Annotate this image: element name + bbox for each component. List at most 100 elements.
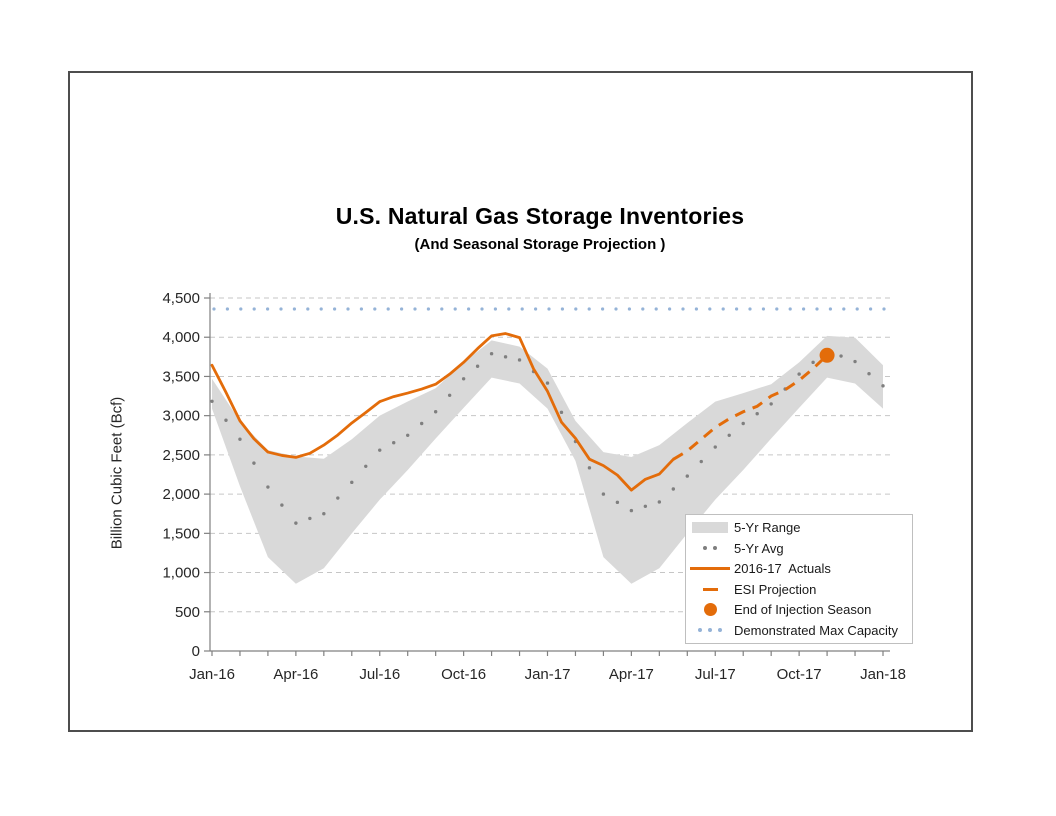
five-yr-avg-dot	[797, 372, 801, 376]
max-capacity-dot	[440, 307, 444, 311]
max-capacity-dot	[654, 307, 658, 311]
max-capacity-dot	[373, 307, 377, 311]
legend-item: ESI Projection	[686, 580, 912, 599]
y-tick-label: 4,500	[162, 290, 200, 307]
max-capacity-dot	[775, 307, 779, 311]
five-yr-avg-dot	[475, 364, 480, 368]
max-capacity-dot	[587, 307, 591, 311]
legend-item: 2016-17 Actuals	[686, 559, 912, 578]
x-tick-label: Jan-18	[860, 666, 906, 683]
five-yr-avg-dot	[322, 512, 326, 516]
legend-item: Demonstrated Max Capacity	[686, 621, 912, 640]
five-yr-avg-dot	[517, 358, 522, 362]
five-yr-avg-dot	[294, 521, 298, 525]
max-capacity-dot	[788, 307, 792, 311]
max-capacity-dot	[520, 307, 524, 311]
legend-item: End of Injection Season	[686, 600, 912, 619]
max-capacity-dot	[761, 307, 766, 311]
max-capacity-dot	[507, 307, 511, 311]
five-yr-avg-dot	[392, 441, 396, 445]
end-of-injection-season-marker	[819, 347, 835, 363]
legend: 5-Yr Range 5-Yr Avg 2016-17 Actuals ESI Pro…	[685, 514, 913, 644]
legend-swatch-dots-icon	[686, 546, 734, 551]
x-tick-label: Jan-17	[525, 666, 571, 683]
five-yr-avg-dot	[364, 464, 368, 468]
legend-label: 5-Yr Avg	[734, 540, 784, 556]
x-tick-label: Jul-17	[695, 666, 736, 683]
max-capacity-dot	[694, 307, 699, 311]
five-yr-avg-dot	[238, 437, 242, 441]
five-yr-avg-dot	[601, 492, 606, 496]
five-yr-avg-dot	[811, 360, 815, 365]
y-tick-label: 3,000	[162, 408, 200, 425]
five-yr-range-band	[212, 335, 883, 584]
five-yr-avg-dot	[587, 466, 592, 470]
max-capacity-dot	[828, 307, 833, 311]
max-capacity-dot	[882, 307, 886, 311]
five-yr-avg-dot	[727, 433, 731, 437]
max-capacity-dot	[815, 307, 819, 311]
max-capacity-dot	[547, 307, 551, 311]
five-yr-avg-dot	[629, 508, 634, 513]
max-capacity-dot	[467, 307, 471, 311]
five-yr-avg-dot	[559, 410, 564, 415]
five-yr-avg-dot	[252, 461, 256, 465]
legend-swatch-dots-icon	[686, 628, 734, 633]
max-capacity-dot	[601, 307, 605, 311]
y-tick-label: 4,000	[162, 329, 200, 346]
max-capacity-dot	[319, 307, 323, 311]
x-tick-label: Oct-17	[777, 666, 822, 683]
five-yr-avg-dot	[350, 480, 354, 485]
x-tick-label: Oct-16	[441, 666, 486, 683]
five-yr-avg-dot	[266, 485, 270, 489]
five-yr-avg-dot	[657, 500, 662, 504]
y-tick-label: 0	[192, 643, 200, 660]
y-tick-label: 2,000	[162, 486, 200, 503]
five-yr-avg-dot	[224, 418, 228, 422]
five-yr-avg-dot	[461, 377, 466, 381]
y-tick-label: 500	[175, 604, 200, 621]
x-tick-label: Apr-17	[609, 666, 654, 683]
max-capacity-dot	[735, 307, 739, 311]
x-tick-label: Jul-16	[359, 666, 400, 683]
five-yr-avg-dot	[699, 459, 703, 464]
max-capacity-dot	[400, 307, 404, 311]
legend-swatch-point-icon	[686, 603, 734, 617]
max-capacity-dot	[627, 307, 632, 311]
x-tick-label: Jan-16	[189, 666, 235, 683]
five-yr-avg-dot	[280, 503, 284, 507]
five-yr-avg-dot	[210, 399, 214, 404]
max-capacity-dot	[453, 307, 457, 311]
legend-label: ESI Projection	[734, 581, 817, 597]
five-yr-avg-dot	[406, 433, 410, 437]
chart-subtitle: (And Seasonal Storage Projection )	[414, 236, 666, 253]
five-yr-avg-dot	[839, 354, 843, 358]
five-yr-avg-dot	[643, 504, 648, 508]
legend-swatch-line-icon	[686, 567, 734, 571]
max-capacity-dot	[668, 307, 672, 311]
x-tick-label: Apr-16	[273, 666, 318, 683]
five-yr-avg-dot	[615, 500, 620, 505]
legend-label: Demonstrated Max Capacity	[734, 622, 899, 638]
max-capacity-dot	[386, 307, 390, 311]
max-capacity-dot	[279, 307, 283, 311]
y-tick-label: 2,500	[162, 447, 200, 464]
five-yr-avg-dot	[867, 371, 871, 376]
max-capacity-dot	[641, 307, 645, 311]
legend-swatch-dash-icon	[686, 587, 734, 591]
max-capacity-dot	[426, 307, 430, 311]
max-capacity-dot	[333, 307, 337, 311]
five-yr-avg-dot	[671, 487, 676, 491]
max-capacity-dot	[493, 307, 497, 311]
y-tick-label: 1,500	[162, 525, 200, 542]
five-yr-avg-dot	[741, 421, 745, 426]
max-capacity-dot	[359, 307, 363, 311]
esi-projection-line	[672, 354, 829, 461]
legend-label: 5-Yr Range	[734, 520, 801, 536]
five-yr-avg-dot	[713, 445, 717, 449]
five-yr-avg-dot	[378, 448, 382, 452]
five-yr-avg-dot	[881, 384, 885, 388]
max-capacity-dot	[869, 307, 873, 311]
max-capacity-dot	[748, 307, 752, 311]
